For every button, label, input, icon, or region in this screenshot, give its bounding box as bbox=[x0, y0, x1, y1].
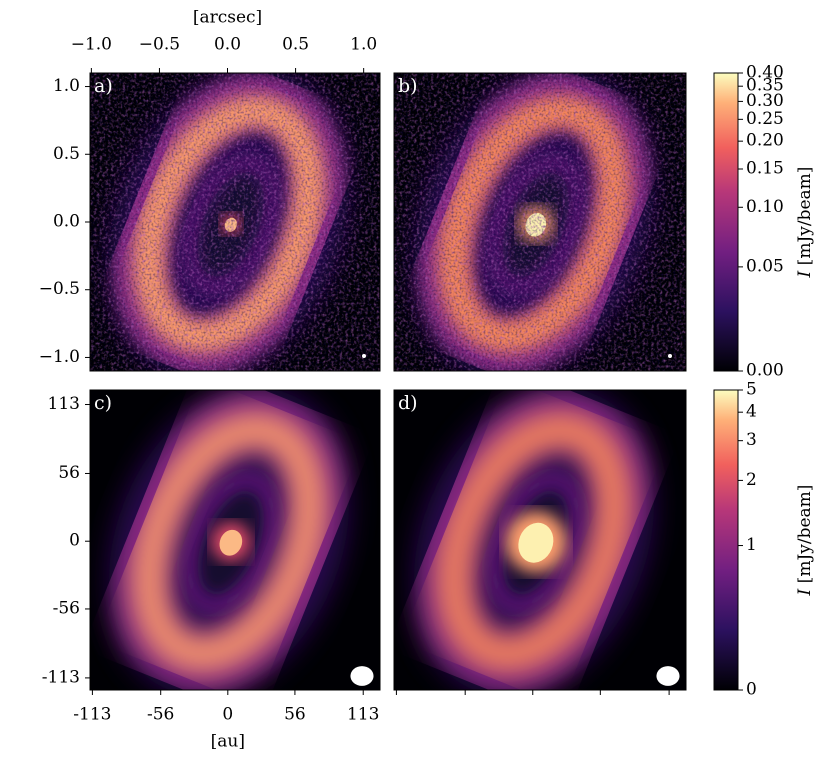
x-tick-label: 56 bbox=[284, 705, 306, 725]
y-tick-label: -113 bbox=[42, 667, 80, 687]
inner-ring bbox=[184, 475, 278, 611]
colorbar-tick-label: 4 bbox=[746, 402, 757, 422]
x-tick-label: 1.0 bbox=[350, 35, 377, 55]
colorbar bbox=[713, 72, 739, 372]
colorbar-tick-label: 1 bbox=[746, 535, 757, 555]
speckle bbox=[394, 73, 686, 371]
colorbar-tick-label: 0.10 bbox=[746, 197, 784, 217]
panel-frame bbox=[393, 389, 687, 691]
ring bbox=[437, 413, 631, 671]
colorbar-symbol: I bbox=[795, 588, 815, 596]
x-tick-label: −1.0 bbox=[71, 35, 112, 55]
colorbar-symbol: I bbox=[795, 270, 815, 278]
panel-label: a) bbox=[94, 75, 113, 97]
colorbar-tick-label: 0.20 bbox=[746, 131, 784, 151]
y-tick-label: −0.5 bbox=[39, 279, 80, 299]
colorbar-tick-label: 0.05 bbox=[746, 256, 784, 276]
panel-label: b) bbox=[398, 75, 418, 97]
y-tick-label: 0.0 bbox=[53, 212, 80, 232]
y-tick-label: −1.0 bbox=[39, 347, 80, 367]
colorbar-tick-label: 0.00 bbox=[746, 361, 784, 381]
beam bbox=[668, 354, 672, 358]
x-tick-label: 113 bbox=[347, 705, 379, 725]
ring bbox=[132, 413, 326, 671]
colorbar-tick-label: 0.25 bbox=[746, 109, 784, 129]
y-tick-label: 56 bbox=[58, 463, 80, 483]
colorbar-tick-label: 0.15 bbox=[746, 159, 784, 179]
panel-frame bbox=[393, 72, 687, 372]
panel-image bbox=[90, 73, 380, 371]
x-axis-label: [arcsec] bbox=[193, 8, 262, 28]
y-tick-label: -56 bbox=[53, 598, 80, 618]
y-tick-label: 113 bbox=[48, 394, 80, 414]
colorbar bbox=[713, 389, 739, 691]
x-tick-label: 0.0 bbox=[214, 35, 241, 55]
panel-label: d) bbox=[398, 392, 418, 414]
beam bbox=[656, 666, 680, 686]
colorbar-tick-label: 0.30 bbox=[746, 91, 784, 111]
x-tick-label: -113 bbox=[73, 705, 111, 725]
panel-image bbox=[394, 390, 686, 690]
colorbar-tick-label: 0.35 bbox=[746, 76, 784, 96]
beam bbox=[362, 354, 366, 358]
x-tick-label: 0 bbox=[222, 705, 233, 725]
colorbar-unit: [mJy/beam] bbox=[795, 167, 815, 266]
beam bbox=[350, 666, 374, 686]
colorbar-label: I [mJy/beam] bbox=[795, 167, 815, 279]
colorbar-tick-label: 0.40 bbox=[746, 63, 784, 83]
panel-frame bbox=[89, 389, 381, 691]
core bbox=[219, 529, 243, 556]
x-tick-label: 0.5 bbox=[282, 35, 309, 55]
core bbox=[518, 522, 554, 563]
y-tick-label: 0 bbox=[69, 531, 80, 551]
colorbar-tick-label: 0 bbox=[746, 680, 757, 700]
inner-ring bbox=[489, 475, 583, 611]
colorbar-label: I [mJy/beam] bbox=[795, 485, 815, 597]
colorbar-tick-label: 5 bbox=[746, 380, 757, 400]
y-tick-label: 0.5 bbox=[53, 144, 80, 164]
y-tick-label: 1.0 bbox=[53, 76, 80, 96]
colorbar-tick-label: 2 bbox=[746, 470, 757, 490]
speckle bbox=[90, 73, 380, 371]
panel-label: c) bbox=[94, 392, 112, 414]
x-tick-label: -56 bbox=[147, 705, 174, 725]
colorbar-unit: [mJy/beam] bbox=[795, 485, 815, 584]
panel-image bbox=[394, 73, 686, 371]
colorbar-tick-label: 3 bbox=[746, 430, 757, 450]
x-tick-label: −0.5 bbox=[139, 35, 180, 55]
panel-image bbox=[90, 390, 380, 690]
x-axis-label: [au] bbox=[211, 732, 245, 752]
